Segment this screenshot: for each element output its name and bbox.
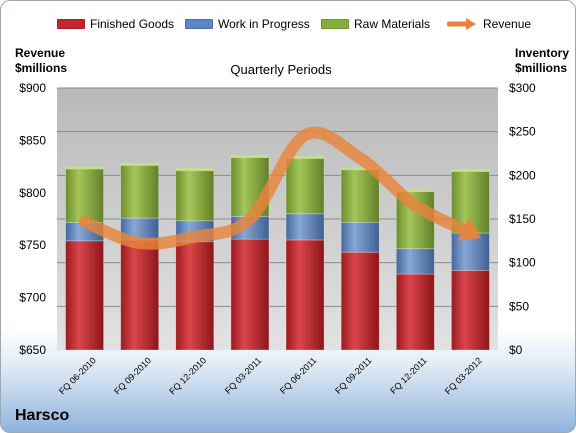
category-label: FQ 09-2011 bbox=[333, 355, 374, 396]
revenue-line-arrowhead bbox=[457, 217, 482, 241]
bar-segment-raw-materials bbox=[285, 157, 325, 215]
bar-segment-raw-materials bbox=[340, 168, 380, 223]
bar-top-cap bbox=[341, 167, 380, 171]
revenue-line-path bbox=[78, 126, 477, 250]
left-tick-label: $750 bbox=[19, 238, 46, 252]
revenue-line bbox=[78, 126, 482, 250]
category-label: FQ 03-2011 bbox=[223, 355, 264, 396]
left-axis-title-line-2: $millions bbox=[15, 61, 68, 75]
bar-segment-work-in-progress bbox=[285, 213, 325, 241]
bar-top-cap bbox=[286, 155, 325, 159]
bar-segment-raw-materials bbox=[120, 164, 160, 219]
category-label: FQ 12-2010 bbox=[167, 355, 208, 396]
right-tick-label: $200 bbox=[509, 168, 536, 182]
left-tick-label: $850 bbox=[19, 133, 46, 147]
right-tick-label: $300 bbox=[509, 81, 536, 95]
right-axis-title-line-2: $millions bbox=[515, 61, 568, 75]
legend-swatch bbox=[321, 19, 349, 29]
bar-segment-finished-goods bbox=[451, 270, 490, 351]
category-label: FQ 06-2010 bbox=[57, 355, 98, 396]
right-tick-label: $0 bbox=[509, 343, 523, 357]
bar-segment-finished-goods bbox=[285, 239, 325, 351]
category-label: FQ 12-2011 bbox=[388, 355, 429, 396]
left-tick-label: $650 bbox=[19, 343, 46, 357]
right-tick-label: $100 bbox=[509, 256, 536, 270]
legend-label: Revenue bbox=[483, 17, 532, 31]
bar-segment-finished-goods bbox=[65, 240, 104, 351]
bar-top-cap bbox=[396, 189, 435, 193]
bar-segment-work-in-progress bbox=[451, 232, 490, 271]
left-tick-label: $700 bbox=[19, 291, 46, 305]
right-axis-title: Inventory $millions bbox=[515, 46, 569, 76]
legend-swatch bbox=[446, 17, 477, 31]
legend-swatch bbox=[185, 19, 213, 29]
legend-label: Work in Progress bbox=[218, 17, 310, 31]
left-axis-title: Revenue $millions bbox=[15, 46, 67, 76]
right-tick-label: $150 bbox=[509, 212, 536, 226]
category-label: FQ 06-2011 bbox=[278, 355, 319, 396]
company-name: Harsco bbox=[15, 407, 70, 424]
bar-top-cap bbox=[120, 162, 159, 166]
bar-segment-finished-goods bbox=[230, 238, 270, 351]
bar-top-cap bbox=[175, 168, 214, 172]
chart-title: Quarterly Periods bbox=[230, 62, 332, 77]
left-tick-label: $900 bbox=[19, 81, 46, 95]
bar-segment-finished-goods bbox=[120, 239, 160, 351]
legend-swatch bbox=[57, 19, 85, 29]
bar-segment-raw-materials bbox=[175, 169, 215, 222]
legend-label: Raw Materials bbox=[354, 17, 431, 31]
bar-segment-work-in-progress bbox=[340, 222, 380, 253]
bar-segment-finished-goods bbox=[340, 251, 380, 351]
legend-label: Finished Goods bbox=[90, 17, 175, 31]
bar-segment-finished-goods bbox=[175, 241, 215, 351]
bar-segment-raw-materials bbox=[65, 167, 104, 223]
bar-segment-finished-goods bbox=[395, 273, 435, 351]
bar-segment-work-in-progress bbox=[395, 248, 435, 275]
category-label: FQ 03-2012 bbox=[443, 355, 484, 396]
left-axis-title-line-1: Revenue bbox=[15, 46, 66, 60]
right-tick-label: $250 bbox=[509, 125, 536, 139]
bar-top-cap bbox=[451, 168, 490, 172]
right-tick-label: $50 bbox=[509, 299, 529, 313]
left-tick-label: $800 bbox=[19, 186, 46, 200]
bar-top-cap bbox=[65, 166, 104, 170]
bar-top-cap bbox=[230, 154, 269, 158]
right-axis-title-line-1: Inventory bbox=[515, 46, 570, 60]
category-label: FQ 09-2010 bbox=[112, 355, 153, 396]
